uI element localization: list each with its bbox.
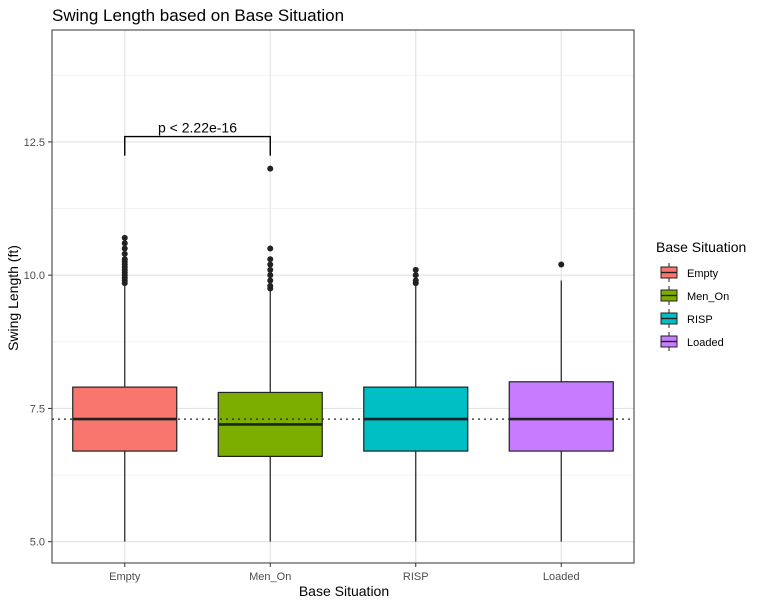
legend-label: Men_On: [687, 291, 729, 303]
outlier-point: [121, 240, 128, 247]
significance-label: p < 2.22e-16: [158, 120, 237, 136]
box-men_on: [217, 165, 323, 542]
outlier-point: [267, 245, 274, 252]
outlier-point: [558, 261, 565, 268]
box-body: [508, 381, 614, 452]
outlier-point: [121, 250, 128, 257]
y-tick-label: 12.5: [24, 137, 45, 149]
outlier-point: [121, 256, 128, 263]
x-axis-title: Base Situation: [299, 583, 389, 599]
outlier-point: [267, 256, 274, 263]
chart-title: Swing Length based on Base Situation: [52, 6, 344, 25]
box-risp: [363, 266, 469, 542]
outlier-point: [267, 266, 274, 273]
legend-label: Loaded: [687, 337, 724, 349]
y-tick-label: 10.0: [24, 270, 45, 282]
legend-label: Empty: [687, 268, 719, 280]
y-tick-label: 7.5: [30, 403, 45, 415]
outlier-point: [267, 277, 274, 284]
x-tick-label: Empty: [109, 571, 141, 583]
x-tick-label: Loaded: [543, 571, 580, 583]
legend-title: Base Situation: [656, 239, 746, 255]
outlier-point: [412, 266, 419, 273]
panel-background: [52, 30, 634, 563]
legend-item-risp: RISP: [660, 309, 713, 328]
legend-label: RISP: [687, 314, 713, 326]
significance-bracket: [124, 135, 271, 156]
outlier-point: [267, 261, 274, 268]
x-tick-label: Men_On: [249, 571, 291, 583]
outlier-point: [121, 245, 128, 252]
outlier-point: [412, 277, 419, 284]
legend-item-men_on: Men_On: [660, 286, 729, 305]
y-axis-title: Swing Length (ft): [5, 245, 21, 351]
outlier-point: [121, 234, 128, 241]
plot-panel: p < 2.22e-16: [51, 29, 635, 564]
outlier-point: [267, 272, 274, 279]
x-tick-label: RISP: [403, 571, 429, 583]
legend-item-loaded: Loaded: [660, 332, 724, 351]
y-tick-label: 5.0: [30, 537, 45, 549]
box-loaded: [508, 261, 614, 542]
outlier-point: [267, 282, 274, 289]
legend-item-empty: Empty: [660, 263, 719, 282]
legend: Base Situation Empty Men_On RISP Loaded: [656, 239, 746, 351]
outlier-point: [412, 272, 419, 279]
panel-border: [51, 29, 635, 564]
outlier-point: [267, 165, 274, 172]
